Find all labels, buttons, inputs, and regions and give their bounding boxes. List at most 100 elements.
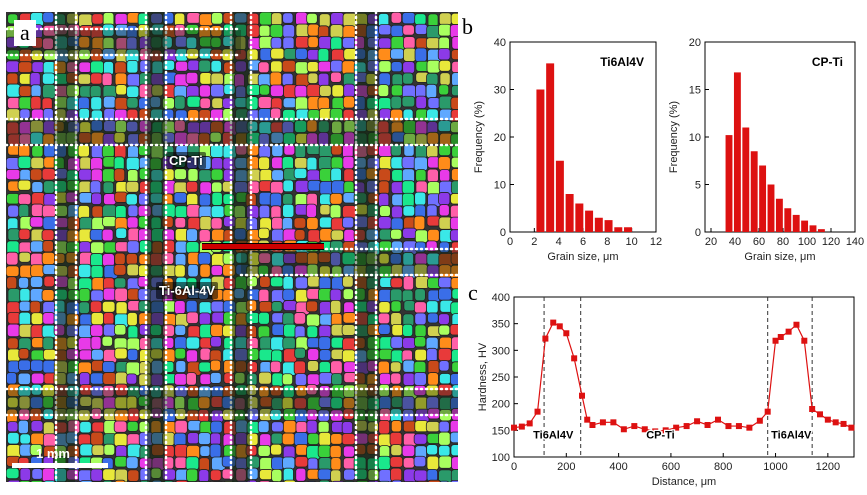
grain-cell	[78, 349, 94, 361]
grain-cell	[438, 324, 451, 336]
grain-cell	[305, 300, 319, 313]
grain-cell	[450, 193, 458, 205]
grain-cell	[270, 12, 283, 27]
grain-cell	[126, 263, 140, 277]
x-tick-label: 600	[662, 461, 680, 473]
grain-cell	[342, 205, 357, 219]
grain-cell	[270, 432, 284, 445]
grain-cell	[174, 324, 187, 336]
x-tick-label: 80	[777, 236, 789, 248]
grain-cell	[451, 313, 458, 328]
grain-cell	[294, 229, 306, 241]
grain-cell	[223, 481, 235, 482]
grain-cell	[378, 168, 391, 183]
grain-cell	[438, 313, 450, 325]
grain-cell	[317, 48, 330, 63]
x-axis-label: Grain size, μm	[547, 251, 618, 263]
grain-cell	[319, 204, 331, 216]
grain-cell	[391, 479, 403, 482]
histogram-bar	[733, 72, 741, 233]
grain-cell	[210, 36, 222, 48]
y-tick-label: 5	[695, 180, 701, 192]
grain-cell	[271, 421, 284, 433]
grain-cell	[401, 12, 416, 25]
grain-cell	[438, 23, 452, 37]
histogram-bar	[759, 165, 767, 232]
grain-cell	[329, 204, 342, 219]
fine-grain-band	[6, 120, 458, 144]
grain-cell	[29, 72, 41, 87]
y-tick-label: 300	[492, 345, 510, 357]
hardness-point	[824, 416, 831, 423]
x-tick-label: 400	[609, 461, 627, 473]
grain-cell	[331, 96, 345, 111]
grain-cell	[282, 300, 298, 311]
grain-cell	[6, 323, 21, 338]
grain-cell	[7, 421, 19, 433]
grain-cell	[19, 108, 31, 120]
grain-cell	[390, 61, 403, 73]
grain-cell	[6, 193, 20, 205]
histogram-bar	[536, 89, 545, 232]
grain-cell	[29, 240, 44, 253]
grain-cell	[449, 431, 458, 444]
grain-cell	[185, 456, 200, 471]
hardness-point	[662, 427, 669, 434]
grain-cell	[342, 445, 355, 458]
grain-cell	[258, 371, 272, 385]
grain-cell	[378, 144, 393, 157]
hardness-point	[652, 428, 659, 435]
grain-cell	[79, 421, 92, 434]
grain-cell	[198, 59, 212, 73]
fine-grain-band	[357, 12, 375, 482]
grain-cell	[343, 361, 357, 374]
grain-cell	[378, 480, 391, 482]
y-tick-label: 15	[689, 85, 701, 97]
grain-cell	[42, 395, 54, 409]
grain-cell	[174, 419, 188, 434]
grain-cell	[258, 348, 274, 362]
grain-cell	[173, 168, 187, 180]
grain-cell	[126, 85, 140, 98]
label-cp-ti: CP-Ti	[166, 152, 206, 169]
grain-cell	[306, 156, 318, 172]
grain-cell	[113, 432, 128, 447]
hardness-point	[610, 419, 617, 426]
grain-cell	[390, 336, 404, 349]
grain-cell	[174, 240, 188, 254]
grain-cell	[175, 360, 187, 373]
grain-cell	[197, 396, 211, 410]
grain-cell	[414, 47, 428, 63]
grain-cell	[449, 229, 458, 242]
grain-cell	[259, 469, 274, 480]
grain-cell	[30, 480, 44, 482]
grain-cell	[414, 288, 426, 302]
grain-cell	[342, 275, 354, 288]
grain-cell	[438, 276, 453, 289]
grain-cell	[414, 191, 427, 206]
grain-cell	[451, 361, 458, 373]
grain-cell	[318, 156, 333, 171]
grain-cell	[198, 229, 211, 243]
grain-cell	[185, 349, 198, 363]
histogram-bar	[594, 217, 603, 232]
hardness-point	[772, 337, 779, 344]
grain-cell	[18, 61, 33, 73]
histogram-bar	[565, 194, 574, 232]
grain-cell	[294, 179, 310, 193]
grain-cell	[19, 433, 31, 445]
histogram-bar	[817, 229, 825, 232]
x-tick-label: 2	[531, 236, 537, 248]
grain-cell	[306, 481, 317, 482]
grain-cell	[318, 36, 333, 50]
y-tick-label: 20	[689, 37, 701, 49]
hardness-point	[725, 423, 732, 430]
grain-cell	[186, 204, 201, 218]
grain-cell	[91, 444, 105, 456]
grain-cell	[210, 205, 225, 218]
grain-cell	[185, 241, 200, 254]
grain-cell	[318, 431, 332, 447]
grain-cell	[269, 71, 283, 87]
grain-cell	[271, 156, 284, 170]
grain-cell	[90, 468, 104, 482]
